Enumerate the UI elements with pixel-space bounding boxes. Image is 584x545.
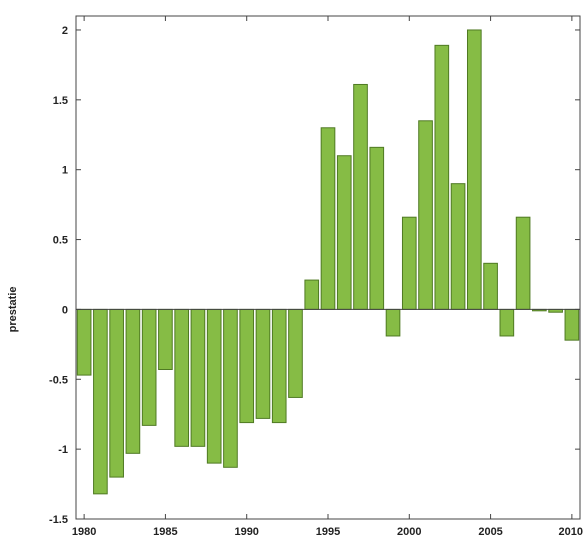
y-tick-label: 2 xyxy=(62,25,68,37)
x-tick-label: 2000 xyxy=(397,526,421,538)
x-axis: 1980 1985 1990 1995 2000 2005 2010 xyxy=(72,16,583,538)
x-tick-label: 2010 xyxy=(559,526,583,538)
bar-1984 xyxy=(141,308,157,426)
bar-1988 xyxy=(206,308,222,464)
bar-2001 xyxy=(418,120,433,310)
bar-1982 xyxy=(109,308,124,478)
bar-1990 xyxy=(239,308,255,424)
bar-2000 xyxy=(401,216,417,310)
y-tick-label: -0.5 xyxy=(49,374,68,386)
x-tick-label: 1995 xyxy=(316,526,340,538)
y-tick-label: 0 xyxy=(62,304,68,316)
y-axis-label: prestatie xyxy=(7,286,19,332)
bar-1998 xyxy=(369,146,385,310)
bar-1985 xyxy=(158,308,173,370)
y-tick-label: 1.5 xyxy=(53,95,68,107)
y-axis: -1.5 -1 -0.5 0 0.5 1 1.5 2 xyxy=(49,25,580,526)
bar-1992 xyxy=(271,308,287,424)
bar-1999 xyxy=(385,308,401,337)
y-tick-label: 0.5 xyxy=(53,235,68,247)
y-tick-label: -1.5 xyxy=(49,514,68,526)
bar-2002 xyxy=(434,44,450,310)
y-tick-label: 1 xyxy=(62,165,68,177)
x-tick-label: 2005 xyxy=(478,526,502,538)
bar-1980 xyxy=(76,308,92,376)
bar-1996 xyxy=(336,155,352,310)
bar-1989 xyxy=(223,308,238,468)
bar-2010 xyxy=(564,308,580,341)
bar-2004 xyxy=(466,29,482,310)
y-tick-label: -1 xyxy=(58,444,68,456)
x-tick-label: 1980 xyxy=(72,526,96,538)
bar-1987 xyxy=(190,308,206,447)
bars-group xyxy=(76,29,580,495)
bar-2007 xyxy=(515,216,531,310)
bar-2005 xyxy=(483,262,498,310)
bar-1994 xyxy=(304,279,320,310)
x-tick-label: 1985 xyxy=(153,526,177,538)
x-tick-label: 1990 xyxy=(234,526,258,538)
bar-1995 xyxy=(320,127,336,310)
bar-1983 xyxy=(125,308,141,454)
bar-1997 xyxy=(353,83,368,310)
bar-1993 xyxy=(288,308,303,398)
bar-2006 xyxy=(499,308,515,337)
bar-1991 xyxy=(255,308,271,419)
bar-1981 xyxy=(93,308,108,495)
bar-1986 xyxy=(174,308,190,447)
bar-2003 xyxy=(450,183,466,310)
